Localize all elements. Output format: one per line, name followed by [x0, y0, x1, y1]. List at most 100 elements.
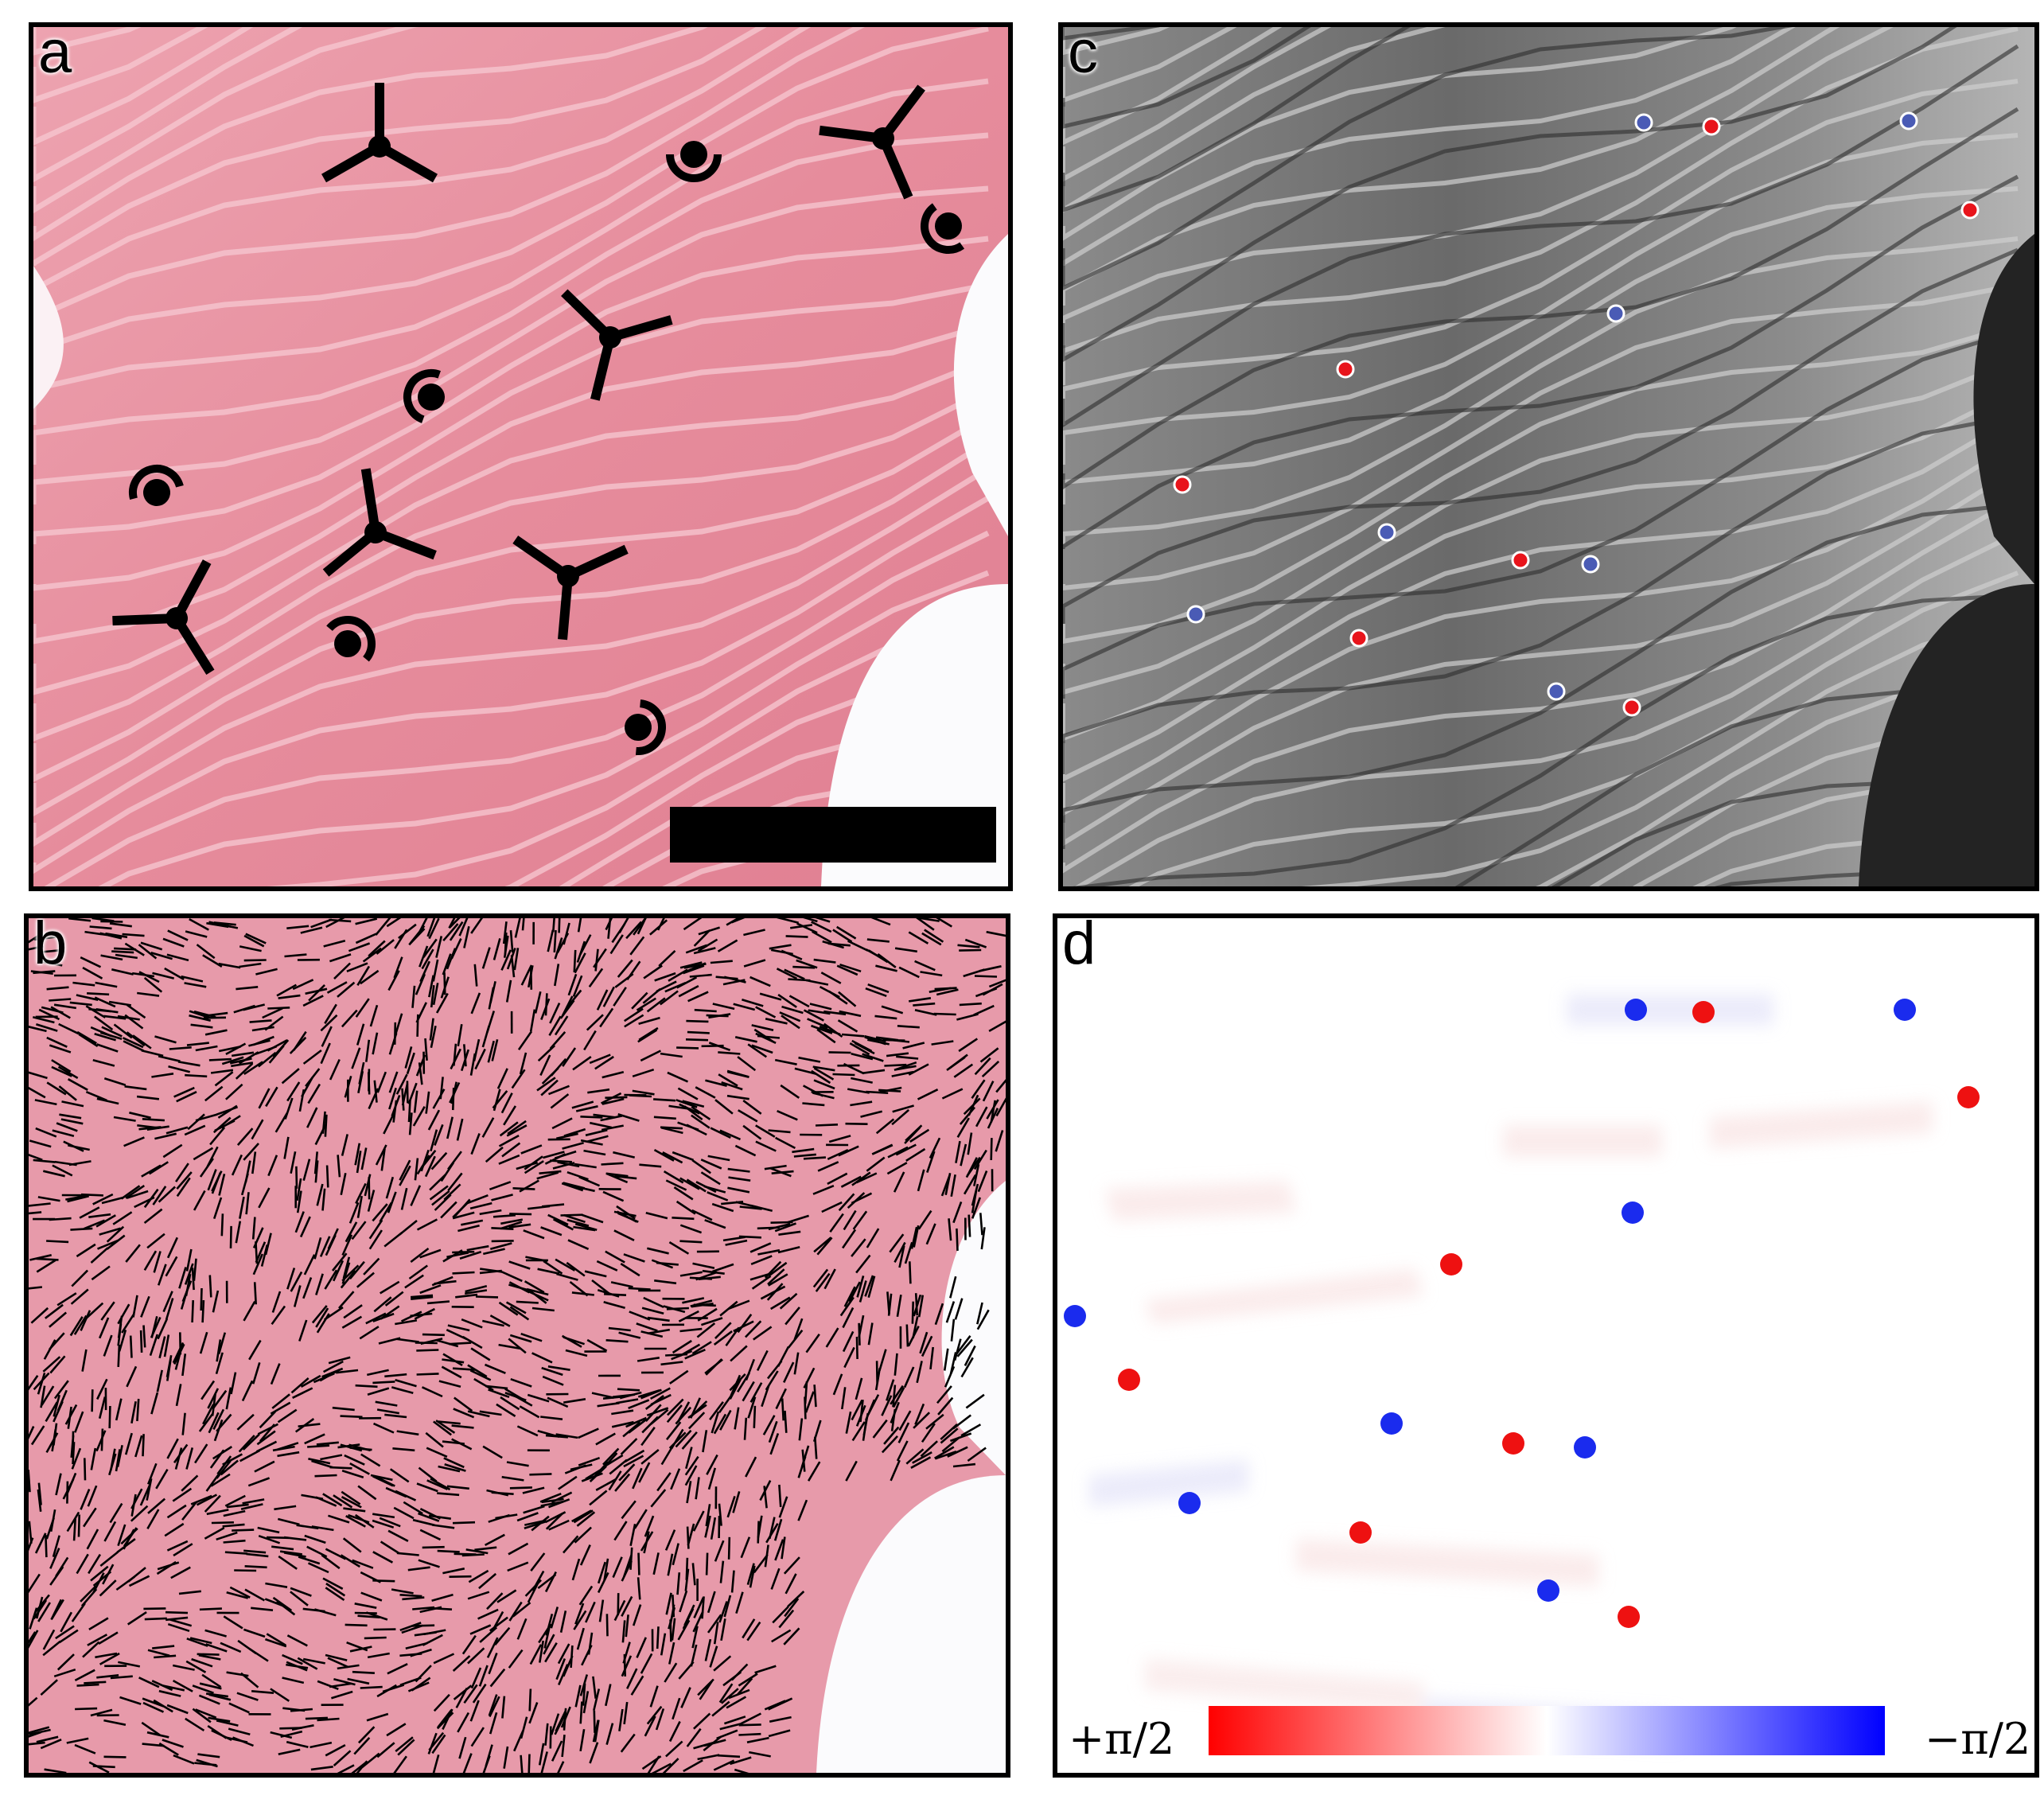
orientation-stick — [620, 1733, 636, 1753]
orientation-stick — [686, 1019, 709, 1023]
orientation-stick — [173, 1754, 195, 1765]
orientation-stick — [551, 1740, 563, 1762]
orientation-stick — [461, 1553, 485, 1557]
orientation-stick — [672, 1543, 679, 1566]
fiber-line — [33, 495, 990, 874]
orientation-stick — [372, 1032, 379, 1055]
orientation-stick — [508, 1260, 531, 1270]
fiber-line — [33, 236, 989, 544]
trefoil-defect-icon — [561, 289, 673, 401]
orientation-stick — [236, 1692, 259, 1701]
orientation-stick — [210, 1069, 234, 1074]
orientation-stick — [466, 1194, 489, 1205]
orientation-stick — [702, 1430, 708, 1453]
orientation-stick — [678, 984, 699, 998]
orientation-stick — [394, 929, 408, 949]
orientation-stick — [29, 1211, 42, 1215]
orientation-stick — [247, 1477, 271, 1487]
orientation-stick — [103, 1719, 127, 1726]
orientation-stick — [432, 1089, 446, 1109]
orientation-stick — [802, 1085, 823, 1097]
orientation-stick — [519, 1052, 528, 1075]
orientation-stick — [452, 1521, 476, 1525]
fiber-line — [602, 773, 989, 886]
orientation-stick — [435, 936, 443, 958]
orientation-stick — [272, 1445, 295, 1452]
orientation-stick — [434, 1124, 444, 1146]
orientation-stick — [747, 1043, 768, 1058]
orientation-stick — [176, 1177, 191, 1198]
orientation-stick — [491, 1610, 504, 1632]
orientation-stick — [257, 1051, 277, 1068]
orientation-stick — [579, 934, 592, 956]
orientation-stick — [424, 1038, 428, 1061]
orientation-stick — [554, 1015, 569, 1036]
orientation-stick — [404, 1274, 424, 1289]
orientation-stick — [452, 1655, 471, 1672]
orientation-stick — [566, 1261, 586, 1277]
orientation-stick — [201, 1300, 205, 1323]
orientation-stick — [733, 1320, 754, 1333]
orientation-stick — [679, 1177, 700, 1190]
orientation-stick — [788, 995, 810, 1008]
orientation-stick — [805, 1334, 820, 1353]
orientation-stick — [925, 1223, 936, 1245]
orientation-stick — [640, 1448, 660, 1465]
orientation-stick — [550, 1093, 570, 1109]
orientation-stick — [614, 1473, 631, 1492]
orientation-stick — [187, 1113, 205, 1131]
fiber-line — [1063, 27, 1796, 266]
orientation-stick — [597, 1561, 606, 1584]
orientation-stick — [389, 1468, 410, 1483]
orientation-stick — [231, 1061, 254, 1068]
orientation-stick — [478, 1665, 489, 1687]
orientation-stick — [636, 997, 656, 1011]
orientation-stick — [589, 1490, 608, 1506]
orientation-stick — [211, 1393, 216, 1416]
orientation-stick — [516, 1425, 539, 1437]
orientation-stick — [560, 1706, 571, 1728]
orientation-stick — [749, 1382, 763, 1403]
orientation-stick — [576, 1627, 585, 1650]
fiber-line — [1063, 414, 2019, 782]
orientation-stick — [625, 921, 642, 940]
orientation-stick — [676, 1046, 699, 1050]
orientation-stick — [566, 1170, 589, 1181]
panel-b-orientation-field: b — [24, 913, 1010, 1778]
orientation-stick — [368, 1229, 383, 1250]
orientation-stick — [336, 1369, 359, 1374]
orientation-stick — [879, 1086, 902, 1093]
comet-defect-icon — [921, 203, 965, 254]
orientation-stick — [56, 1389, 68, 1412]
orientation-stick — [218, 962, 241, 969]
orientation-stick — [684, 1455, 699, 1476]
orientation-stick — [204, 1029, 228, 1036]
orientation-stick — [375, 1144, 387, 1166]
orientation-stick — [311, 1525, 334, 1532]
orientation-stick — [449, 921, 464, 941]
orientation-stick — [331, 1690, 353, 1700]
orientation-stick — [256, 1430, 276, 1446]
orientation-stick — [266, 1536, 290, 1540]
orientation-stick — [520, 1755, 524, 1773]
fiber-line — [1063, 27, 1894, 345]
orientation-stick — [540, 998, 551, 1020]
orientation-stick — [672, 1339, 692, 1354]
orientation-stick — [90, 1447, 97, 1470]
orientation-stick — [683, 1759, 703, 1773]
orientation-stick — [113, 1116, 136, 1122]
orientation-stick — [728, 1299, 750, 1311]
orientation-stick — [487, 1040, 495, 1063]
orientation-stick — [142, 1743, 165, 1747]
orientation-stick — [609, 1459, 628, 1475]
orientation-stick — [788, 978, 811, 982]
orientation-stick — [896, 1440, 909, 1462]
orientation-stick — [793, 1153, 816, 1158]
orientation-stick — [239, 1196, 245, 1219]
orientation-stick — [368, 940, 386, 957]
orientation-stick — [897, 1025, 920, 1029]
orientation-stick — [503, 1105, 517, 1126]
orientation-stick — [212, 1389, 228, 1410]
orientation-stick — [37, 1373, 46, 1395]
fiber-line — [1715, 852, 2019, 886]
